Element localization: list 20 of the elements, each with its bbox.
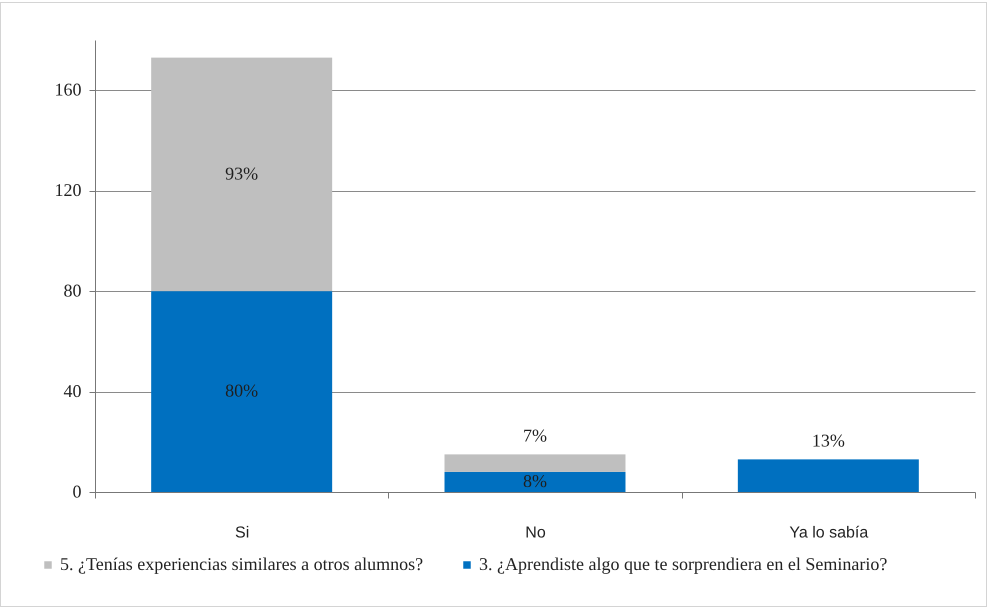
x-tick-label: Si (235, 524, 250, 542)
bar (151, 291, 332, 492)
bar (444, 454, 626, 472)
y-tick-label: 120 (54, 180, 82, 200)
bar (738, 459, 919, 492)
data-label: 8% (523, 470, 547, 491)
data-label: 93% (225, 163, 258, 184)
legend-label: 3. ¿Aprendiste algo que te sorprendiera en el Seminario? (479, 554, 888, 574)
data-label: 7% (523, 425, 547, 446)
bar (444, 472, 626, 492)
legend-label: 5. ¿Tenías experiencias similares a otros alumnos? (60, 554, 424, 574)
x-tick-label: No (525, 524, 546, 542)
y-tick-label: 80 (64, 280, 82, 301)
y-tick-label: 160 (54, 80, 82, 100)
y-tick-label: 40 (64, 381, 82, 402)
x-tick-label: Ya lo sabía (789, 524, 868, 542)
y-tick-label: 0 (72, 482, 82, 502)
bar (151, 58, 332, 292)
data-label: 13% (812, 430, 845, 450)
data-label: 80% (225, 380, 258, 401)
